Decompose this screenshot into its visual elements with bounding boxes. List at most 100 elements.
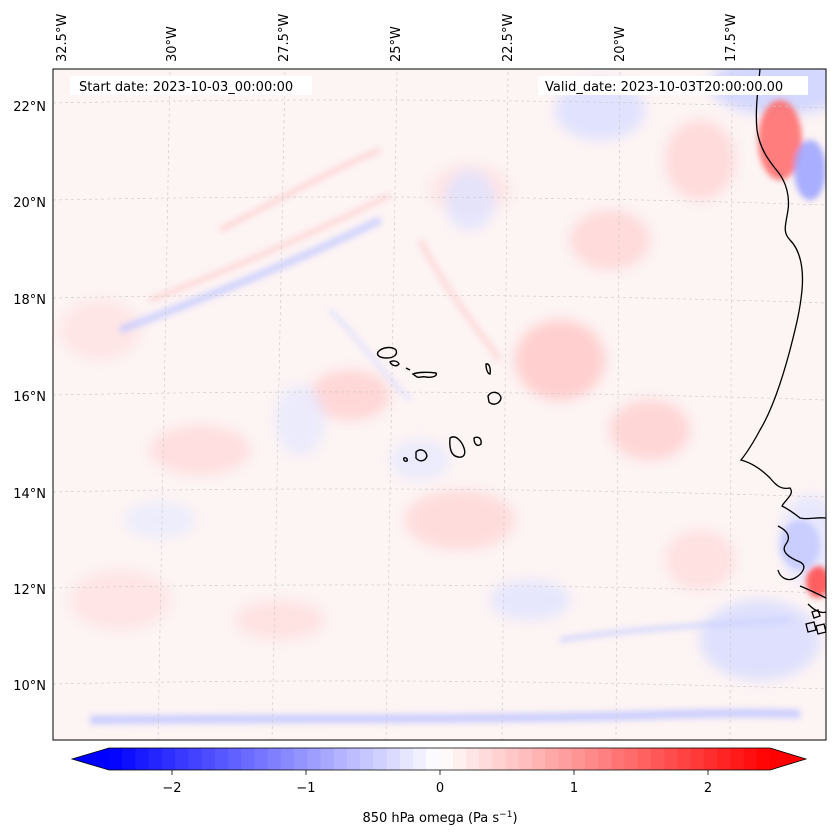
lon-label: 20°W [613, 26, 628, 62]
colorbar-bin [122, 748, 136, 770]
lat-label: 12°N [13, 583, 46, 598]
colorbar-bin [690, 748, 705, 770]
field-cell-strong [794, 140, 826, 200]
graticule [53, 71, 826, 740]
field-patch [515, 320, 605, 400]
lat-label: 20°N [13, 196, 46, 211]
colorbar-bin [756, 748, 771, 770]
valid-date-text: Valid_date: 2023-10-03T20:00:00.00 [545, 80, 783, 95]
lon-label: 30°W [165, 26, 180, 62]
cape-verde-islands [376, 346, 502, 462]
field-patch [665, 120, 735, 200]
colorbar-bin [280, 748, 295, 770]
colorbar-bin [664, 748, 678, 770]
colorbar-bin [677, 748, 692, 770]
colorbar-bin [373, 748, 388, 770]
colorbar-bin [505, 748, 520, 770]
lat-label: 22°N [13, 100, 46, 115]
colorbar-bin [651, 748, 665, 770]
island-santa-luzia [405, 367, 411, 371]
lat-label: 14°N [13, 487, 46, 502]
colorbar-bin [465, 748, 480, 770]
colorbar-extend-low [72, 748, 109, 770]
island-sao-vicente [389, 360, 400, 367]
africa-coast [799, 585, 826, 599]
island-brava [403, 457, 408, 462]
colorbar-outline [70, 747, 808, 771]
colorbar-bin [201, 748, 216, 770]
lon-label: 22.5°W [501, 14, 516, 62]
field-patch [490, 580, 570, 620]
field-patch [60, 300, 140, 360]
parallel [53, 294, 826, 304]
field-patch [570, 210, 650, 270]
colorbar-tick-label: −1 [296, 781, 315, 796]
field-patch [310, 370, 390, 420]
colorbar-bin [188, 748, 203, 770]
parallel [53, 99, 826, 109]
lon-label: 17.5°W [724, 14, 739, 62]
colorbar-bin [267, 748, 282, 770]
field-patch [125, 502, 195, 538]
valid-date-box [538, 76, 808, 95]
omega-field [53, 69, 826, 740]
colorbar-bin [558, 748, 573, 770]
field-streak [218, 147, 381, 233]
field-patch [150, 425, 250, 475]
colorbar-bin [254, 748, 269, 770]
colorbar-bin [294, 748, 308, 770]
colorbar-bin [452, 748, 467, 770]
island-sal [485, 363, 491, 375]
parallel [53, 488, 826, 498]
colorbar-bin [214, 748, 229, 770]
colorbar-bin [611, 748, 626, 770]
field-cell-strong [806, 566, 826, 598]
field-patch [70, 570, 170, 630]
field-streak [559, 617, 791, 643]
map-frame [52, 68, 827, 741]
africa-coast [739, 69, 826, 520]
colorbar-bin [743, 748, 758, 770]
start-date-box [70, 76, 312, 95]
colorbar-bin [439, 748, 454, 770]
colorbar-tick-label: 2 [704, 781, 712, 796]
field-patch [275, 385, 325, 455]
colorbar-bin [135, 748, 150, 770]
field-patch [445, 170, 495, 230]
island-maio [473, 436, 482, 447]
colorbar-bin [479, 748, 493, 770]
colorbar-bin [598, 748, 612, 770]
colorbar-bin [175, 748, 189, 770]
lat-label: 18°N [13, 293, 46, 308]
colorbar-bin [624, 748, 639, 770]
africa-coast [777, 525, 805, 581]
field-streak [118, 216, 382, 334]
field-patch [405, 490, 515, 550]
island-boa-vista [487, 391, 502, 405]
colorbar-bin [333, 748, 348, 770]
bijagos-island [811, 609, 821, 619]
colorbar-bin [703, 748, 718, 770]
colorbar-label: 850 hPa omega (Pa s−1) [362, 810, 517, 826]
lat-label: 16°N [13, 390, 46, 405]
island-santo-antao [376, 346, 398, 359]
colorbar-bin [148, 748, 163, 770]
field-streak [417, 238, 503, 362]
colorbar-bin [637, 748, 652, 770]
colorbar-bin [426, 748, 440, 770]
colorbar-bins [109, 748, 771, 770]
lon-label: 27.5°W [277, 14, 292, 62]
bijagos-island [805, 621, 817, 633]
parallel [53, 391, 826, 401]
colorbar-bin [545, 748, 559, 770]
field-streak [89, 708, 801, 725]
island-santiago [449, 436, 466, 458]
colorbar-bin [492, 748, 507, 770]
colorbar-bin [571, 748, 586, 770]
bijagos-island [815, 623, 826, 635]
field-streak [148, 192, 392, 303]
parallel [53, 196, 826, 206]
colorbar-tick-label: 1 [570, 781, 578, 796]
colorbar: −2 −1 0 1 2 850 hPa omega (Pa s−1) [70, 747, 808, 826]
